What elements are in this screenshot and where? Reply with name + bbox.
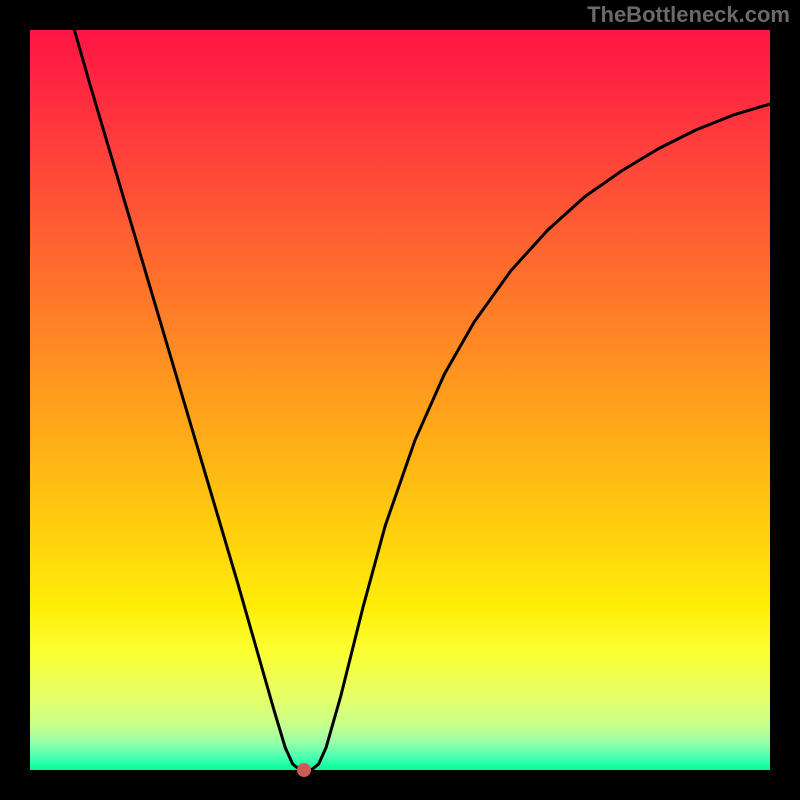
optimal-point-marker	[297, 763, 311, 777]
plot-area	[30, 30, 770, 770]
watermark-text: TheBottleneck.com	[587, 2, 790, 28]
bottleneck-curve	[30, 30, 770, 770]
